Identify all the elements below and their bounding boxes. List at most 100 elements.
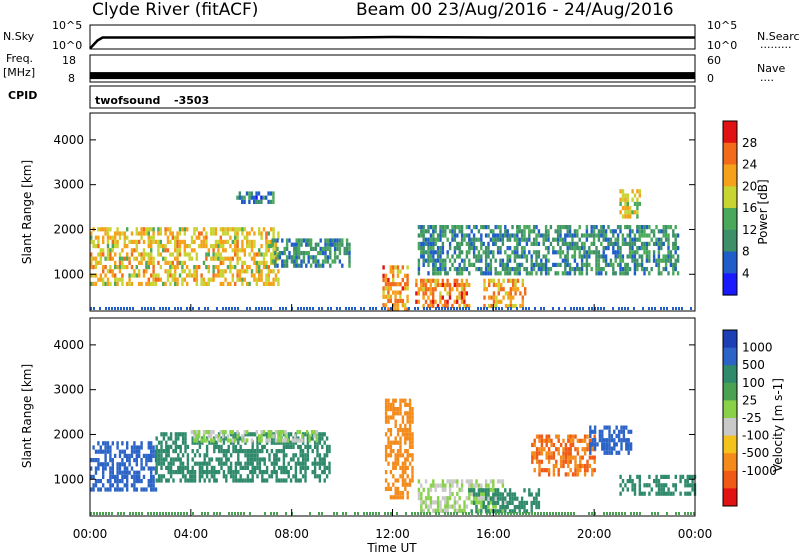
range-gate-cell	[538, 434, 541, 439]
range-gate-cell	[660, 258, 663, 263]
range-gate-cell	[579, 438, 582, 443]
range-gate-cell	[483, 295, 486, 300]
range-gate-cell	[121, 265, 124, 270]
range-gate-cell	[94, 256, 98, 261]
range-gate-cell	[537, 262, 541, 267]
range-gate-cell	[333, 238, 337, 243]
range-gate-cell	[662, 474, 665, 479]
range-gate-cell	[272, 252, 275, 257]
range-gate-cell	[537, 500, 541, 505]
range-gate-cell	[544, 267, 548, 272]
colorbar-segment	[723, 470, 737, 489]
near-range-cell	[99, 512, 101, 515]
near-range-cell	[270, 307, 272, 310]
range-gate-cell	[605, 425, 609, 430]
range-gate-cell	[460, 233, 464, 238]
range-gate-cell	[408, 432, 412, 437]
range-gate-cell	[389, 402, 393, 407]
range-gate-cell	[145, 252, 148, 257]
range-gate-cell	[547, 271, 550, 276]
range-gate-cell	[636, 206, 639, 211]
range-gate-cell	[140, 252, 143, 257]
near-range-cell	[642, 307, 644, 310]
range-gate-cell	[520, 250, 524, 255]
range-gate-cell	[133, 273, 136, 278]
range-gate-cell	[154, 487, 158, 492]
range-gate-cell	[660, 487, 663, 492]
range-gate-cell	[179, 478, 182, 483]
range-gate-cell	[126, 265, 129, 270]
range-gate-cell	[155, 465, 158, 470]
range-gate-cell	[631, 229, 634, 234]
range-gate-cell	[492, 504, 495, 509]
range-gate-cell	[453, 250, 457, 255]
range-gate-cell	[273, 461, 276, 466]
range-gate-cell	[219, 281, 222, 286]
range-gate-cell	[396, 491, 400, 496]
range-gate-cell	[436, 508, 440, 513]
range-gate-cell	[104, 458, 107, 463]
range-gate-cell	[147, 265, 150, 270]
range-gate-cell	[664, 254, 668, 259]
range-gate-cell	[552, 455, 556, 460]
range-gate-cell	[626, 193, 629, 198]
range-gate-cell	[494, 500, 497, 505]
range-gate-cell	[130, 445, 134, 450]
range-gate-cell	[300, 259, 303, 264]
range-gate-cell	[382, 286, 385, 291]
range-gate-cell	[562, 459, 565, 464]
range-gate-cell	[273, 470, 276, 475]
range-gate-cell	[243, 438, 246, 443]
range-gate-cell	[424, 237, 428, 242]
range-gate-cell	[463, 233, 466, 238]
range-gate-cell	[552, 472, 556, 477]
range-gate-cell	[186, 465, 190, 470]
range-gate-cell	[434, 282, 437, 288]
range-gate-cell	[251, 474, 254, 479]
range-gate-cell	[436, 271, 440, 276]
range-gate-cell	[270, 474, 274, 479]
range-gate-cell	[399, 453, 402, 458]
range-gate-cell	[571, 438, 575, 443]
frequency-left-unit: [MHz]	[3, 66, 35, 79]
range-gate-cell	[293, 246, 296, 251]
range-gate-cell	[456, 282, 459, 288]
range-gate-cell	[645, 250, 649, 255]
range-gate-cell	[169, 281, 172, 286]
range-gate-cell	[193, 273, 196, 278]
range-gate-cell	[408, 423, 412, 428]
range-gate-cell	[162, 457, 166, 462]
range-gate-cell	[224, 269, 227, 274]
near-range-cell	[414, 307, 416, 310]
range-gate-cell	[241, 260, 244, 265]
range-gate-cell	[190, 256, 194, 261]
range-gate-cell	[142, 466, 146, 471]
range-gate-cell	[109, 265, 112, 270]
range-gate-cell	[246, 269, 249, 274]
range-gate-cell	[550, 442, 553, 448]
range-gate-cell	[157, 244, 160, 249]
range-gate-cell	[140, 445, 143, 450]
near-range-cell	[360, 307, 362, 310]
range-gate-cell	[564, 472, 568, 477]
range-gate-cell	[427, 262, 430, 267]
range-gate-cell	[121, 474, 124, 479]
range-gate-cell	[586, 468, 589, 473]
range-gate-cell	[253, 465, 257, 470]
range-gate-cell	[468, 496, 471, 501]
range-gate-cell	[556, 241, 560, 246]
range-gate-cell	[489, 508, 493, 513]
range-gate-cell	[164, 256, 167, 261]
range-gate-cell	[439, 254, 442, 259]
near-range-cell	[144, 307, 146, 310]
range-gate-cell	[396, 265, 400, 270]
range-gate-cell	[657, 487, 661, 492]
range-gate-cell	[490, 295, 493, 300]
range-gate-cell	[448, 295, 452, 300]
range-gate-cell	[583, 434, 587, 439]
range-gate-cell	[184, 432, 187, 437]
range-gate-cell	[504, 225, 507, 230]
range-gate-cell	[94, 273, 98, 278]
range-gate-cell	[396, 453, 400, 458]
range-gate-cell	[210, 465, 214, 470]
